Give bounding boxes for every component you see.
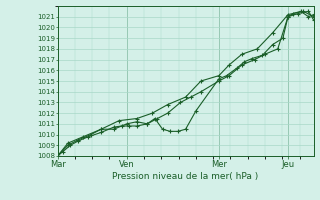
X-axis label: Pression niveau de la mer( hPa ): Pression niveau de la mer( hPa ) — [112, 172, 259, 181]
